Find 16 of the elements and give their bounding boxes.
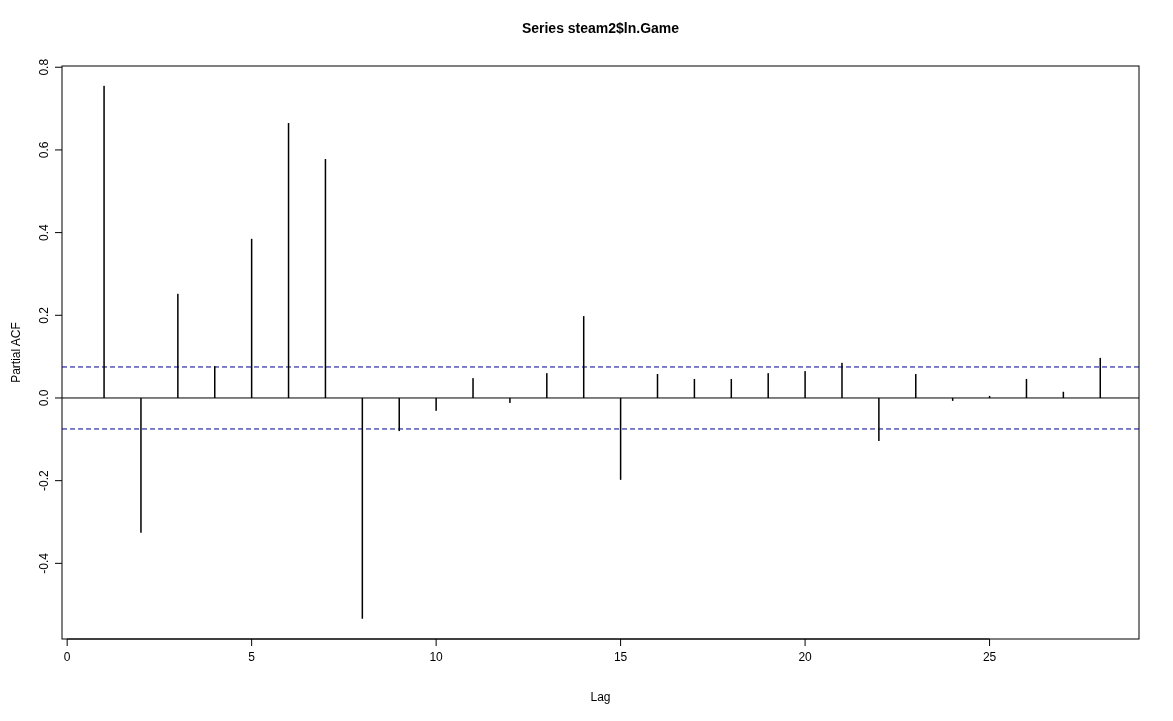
x-axis-title: Lag: [590, 690, 611, 704]
chart-title: Series steam2$ln.Game: [521, 20, 680, 36]
x-tick-label: 15: [613, 650, 628, 664]
y-tick-label: -0.2: [37, 470, 51, 491]
x-tick-label: 0: [63, 650, 71, 664]
x-tick-label: 25: [982, 650, 997, 664]
y-tick-label: -0.4: [37, 552, 51, 574]
y-tick-label: 0.2: [37, 306, 51, 324]
y-tick-label: 0.0: [37, 389, 51, 407]
y-tick-label: 0.4: [37, 223, 51, 241]
x-tick-label: 20: [798, 650, 813, 664]
y-tick-label: 0.6: [37, 141, 51, 159]
y-tick-label: 0.8: [37, 58, 51, 76]
x-tick-label: 10: [429, 650, 444, 664]
y-axis-title: Partial ACF: [9, 322, 23, 383]
x-tick-label: 5: [248, 650, 256, 664]
